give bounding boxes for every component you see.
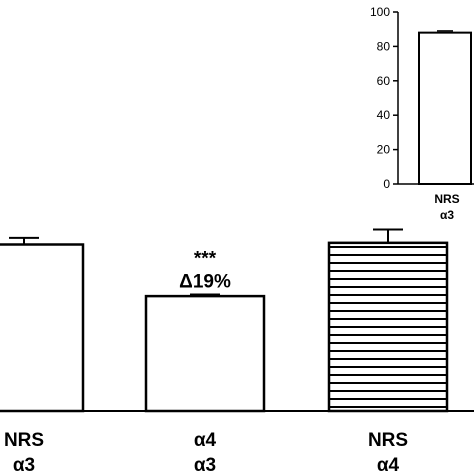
inset-y-tick-label: 40 xyxy=(377,108,391,122)
percent-change-label: Δ19% xyxy=(179,271,231,292)
inset-y-tick-label: 20 xyxy=(377,143,391,157)
inset-y-tick-label: 80 xyxy=(377,39,391,53)
significance-stars: *** xyxy=(194,248,217,269)
category-label-1-line1: NRS xyxy=(4,430,44,451)
bar-1 xyxy=(0,243,85,413)
inset-category-label-line2: α3 xyxy=(440,208,454,222)
inset-plot: 0 20 40 60 80 100 NRS α3 xyxy=(370,5,474,222)
inset-y-tick-label: 0 xyxy=(383,177,390,191)
category-label-1-line2: α3 xyxy=(13,455,35,474)
category-label-2-line1: α4 xyxy=(194,430,217,451)
inset-category-label-line1: NRS xyxy=(434,192,459,206)
main-plot: NRS α3 α4 α3 NRS α4 ***Δ19% xyxy=(0,228,474,474)
category-label-3-line2: α4 xyxy=(377,455,400,474)
inset-y-tick-label: 60 xyxy=(377,74,391,88)
inset-y-tick-label: 100 xyxy=(370,5,390,19)
category-label-2-line2: α3 xyxy=(194,455,216,474)
category-label-3-line1: NRS xyxy=(368,430,408,451)
bar-3 xyxy=(327,241,449,413)
inset-bar-1 xyxy=(418,31,472,185)
bar-2 xyxy=(144,294,266,413)
